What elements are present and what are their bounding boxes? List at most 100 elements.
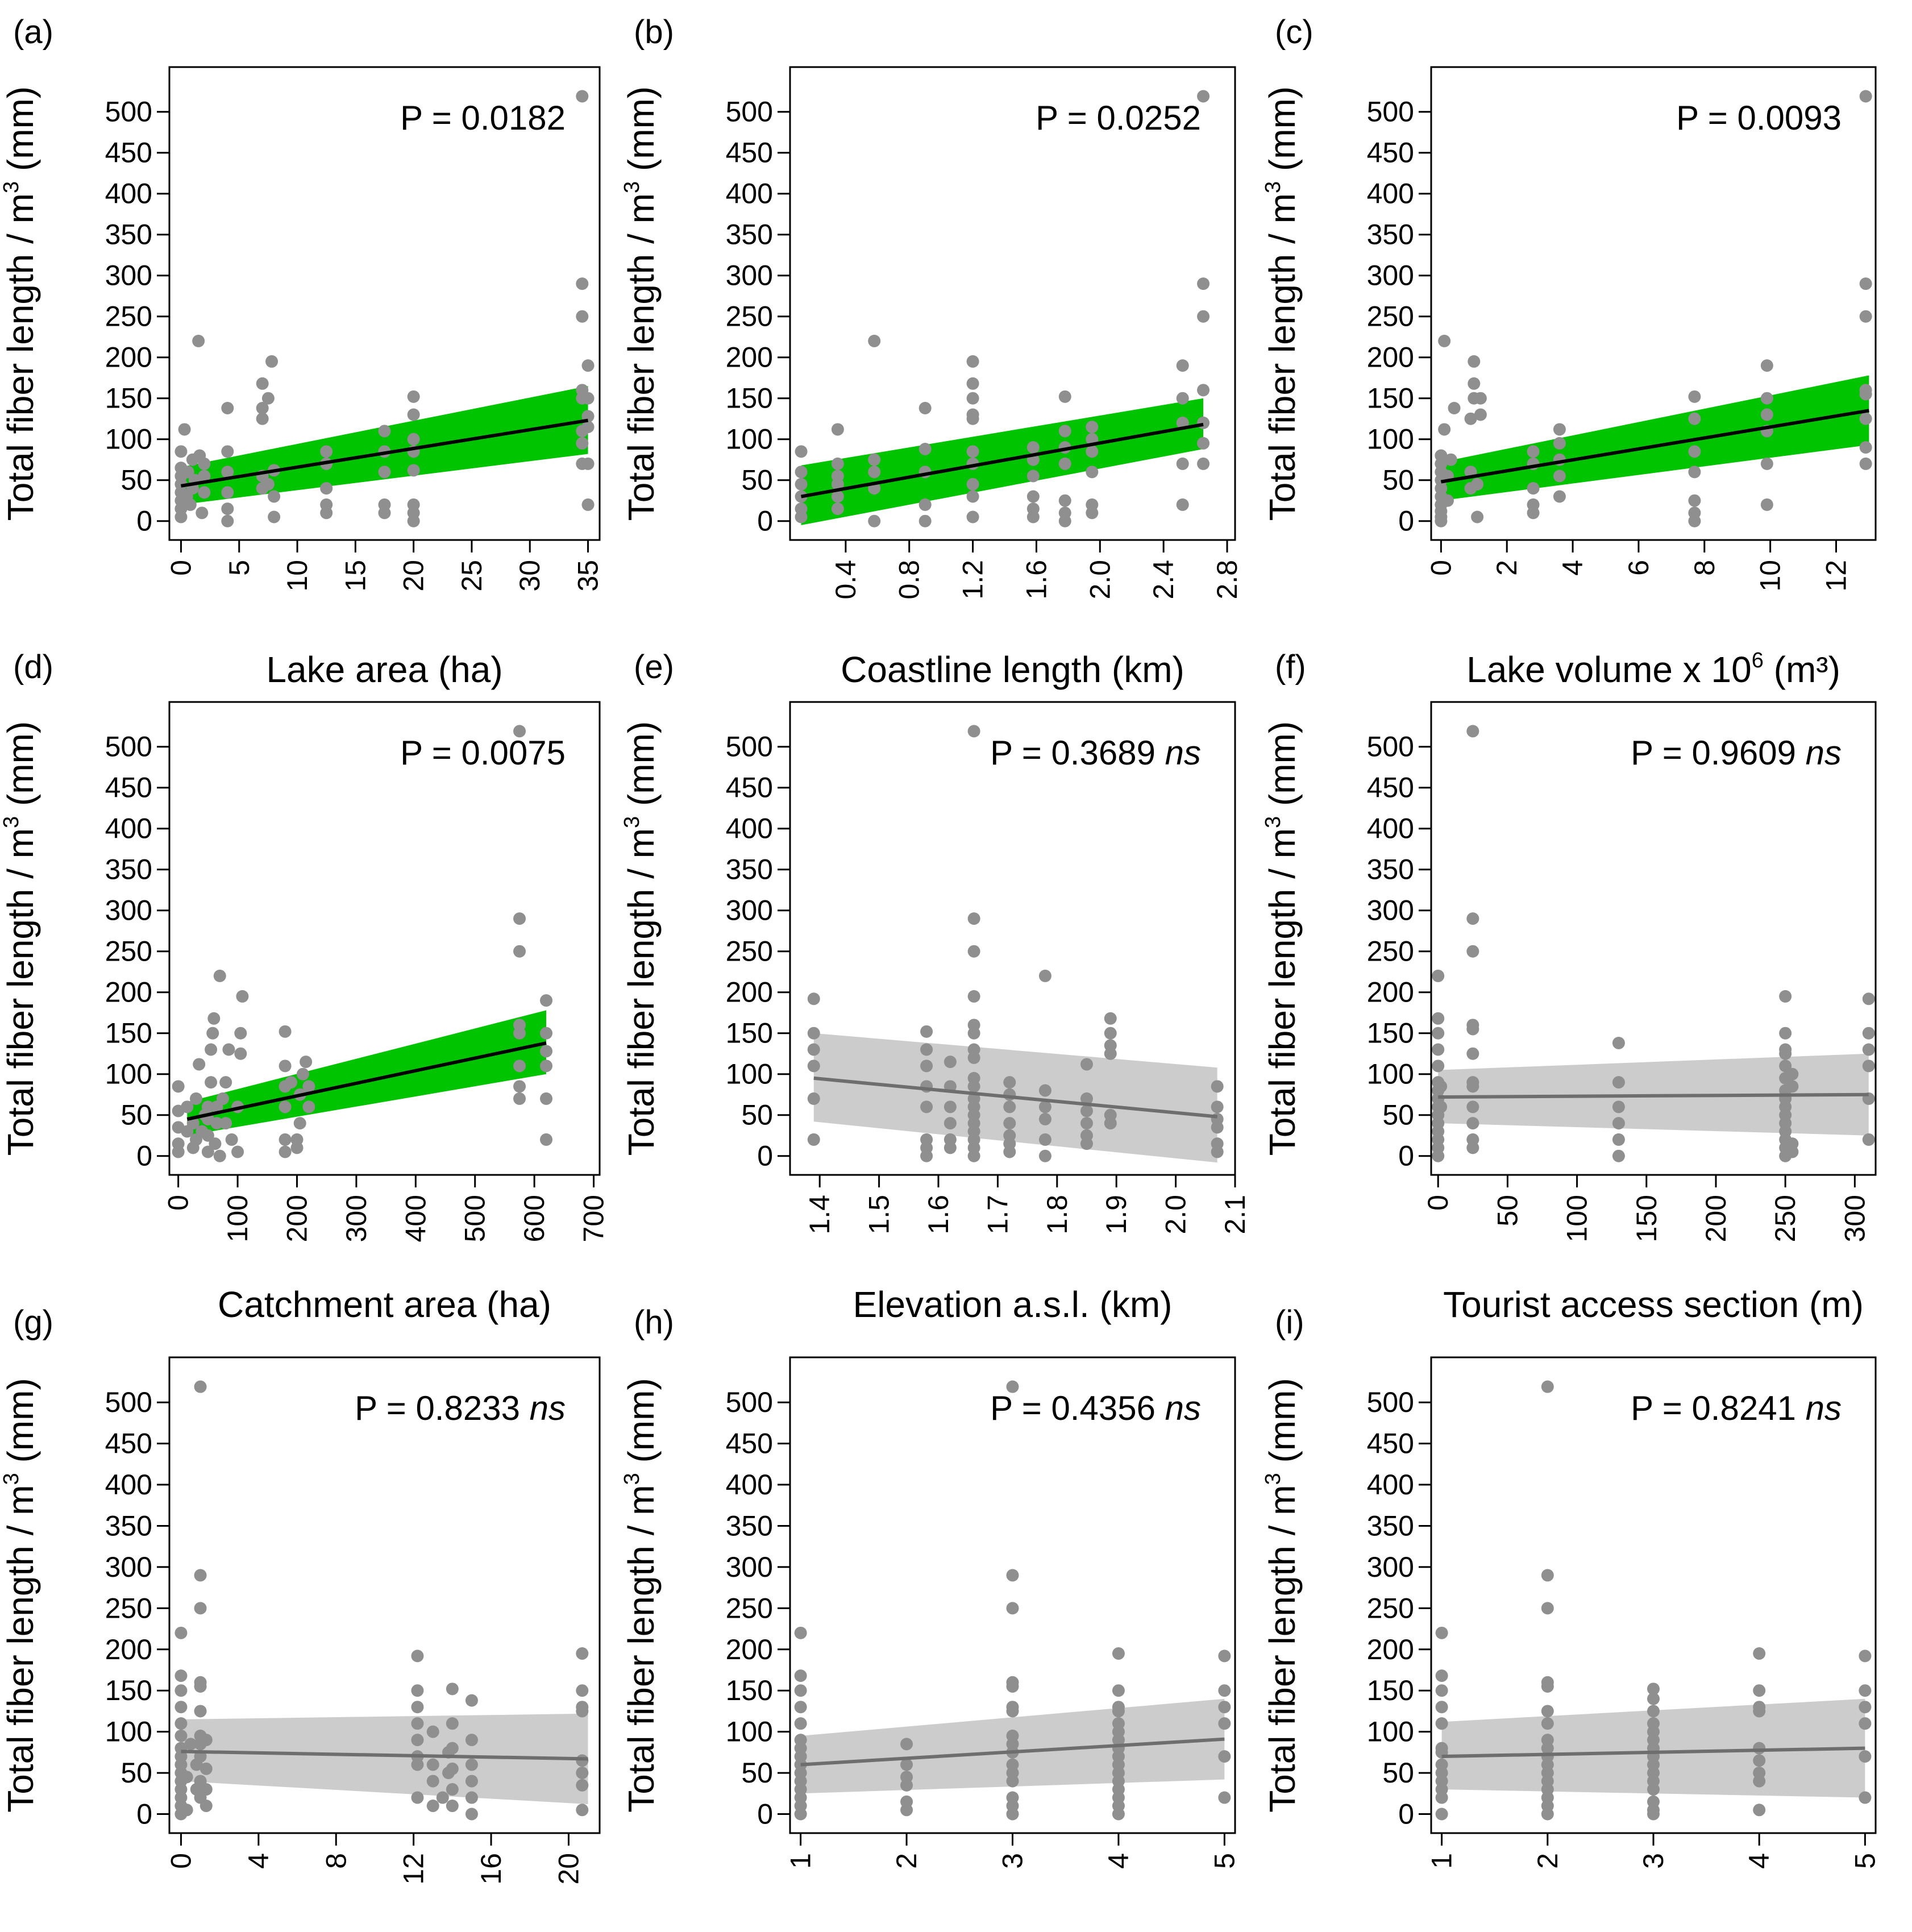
data-point xyxy=(407,408,420,421)
data-point xyxy=(1779,1027,1792,1040)
data-point xyxy=(794,1626,807,1639)
data-point xyxy=(1058,457,1071,470)
data-point xyxy=(198,457,211,470)
y-tick-label: 0 xyxy=(757,1140,773,1172)
x-tick-label: 10 xyxy=(281,560,313,592)
y-tick-label: 500 xyxy=(726,731,773,763)
y-tick-label: 150 xyxy=(105,1675,152,1706)
p-value-text: P = 0.4356 xyxy=(990,1389,1165,1427)
plot-frame xyxy=(789,66,1236,541)
data-point xyxy=(1688,494,1701,507)
x-tick-label: 1.9 xyxy=(1100,1195,1132,1235)
data-point xyxy=(1541,1602,1554,1615)
p-value: P = 0.8233 ns xyxy=(355,1389,566,1427)
y-tick-label: 100 xyxy=(105,423,152,455)
data-point xyxy=(1541,1569,1554,1582)
y-tick-label: 0 xyxy=(757,505,773,537)
data-point xyxy=(831,502,844,516)
data-point xyxy=(966,408,979,421)
data-point xyxy=(581,392,595,405)
y-tick-label: 500 xyxy=(1367,1386,1414,1418)
data-point xyxy=(794,1717,807,1730)
data-point xyxy=(196,506,209,520)
y-tick-label: 400 xyxy=(105,178,152,210)
y-tick-label: 350 xyxy=(726,1510,773,1542)
data-point xyxy=(1527,482,1540,495)
panel-label: (d) xyxy=(13,649,53,685)
data-point xyxy=(174,1684,188,1697)
y-tick-label: 250 xyxy=(105,1592,152,1624)
data-point xyxy=(1468,355,1481,368)
y-axis-title-sup: 3 xyxy=(0,181,23,193)
data-point xyxy=(268,510,281,523)
p-value-text: P = 0.3689 xyxy=(990,734,1165,772)
data-point xyxy=(189,1092,202,1105)
panel-label: (e) xyxy=(634,649,674,685)
y-axis-title-tail: (mm) xyxy=(0,1378,41,1473)
p-value-text: P = 0.0252 xyxy=(1036,99,1201,137)
data-point xyxy=(1753,1767,1766,1780)
data-point xyxy=(967,1071,980,1085)
data-point xyxy=(199,1783,213,1796)
data-point xyxy=(1026,502,1040,516)
y-axis-title-sup: 3 xyxy=(620,1473,644,1485)
data-point xyxy=(1441,494,1454,507)
data-point xyxy=(967,1092,980,1105)
data-point xyxy=(540,1045,553,1058)
data-point xyxy=(868,466,881,479)
x-tick-label: 150 xyxy=(1631,1195,1662,1242)
data-point xyxy=(411,1684,424,1697)
data-point xyxy=(807,1027,820,1040)
x-tick-label: 250 xyxy=(1769,1195,1801,1242)
data-point xyxy=(576,90,589,103)
y-axis-title-sup: 3 xyxy=(1261,181,1285,193)
data-point xyxy=(199,1800,213,1813)
data-point xyxy=(320,445,333,458)
data-point xyxy=(256,377,269,390)
y-axis-title-tail: (mm) xyxy=(1262,86,1303,181)
x-tick-label: 10 xyxy=(1755,560,1786,592)
data-point xyxy=(1612,1117,1625,1130)
data-point xyxy=(1112,1701,1125,1714)
data-point xyxy=(1862,992,1875,1006)
data-point xyxy=(407,433,420,446)
data-point xyxy=(1753,1647,1766,1660)
y-tick-label: 50 xyxy=(741,1099,773,1131)
data-point xyxy=(581,359,595,372)
y-tick-label: 450 xyxy=(726,137,773,169)
data-point xyxy=(831,490,844,503)
p-value: P = 0.8241 ns xyxy=(1631,1389,1842,1427)
data-point xyxy=(1859,384,1872,397)
data-point xyxy=(795,466,808,479)
data-point xyxy=(918,498,932,511)
x-axis-title-main: Lake area (ha) xyxy=(266,649,502,690)
data-point xyxy=(407,464,420,477)
data-point xyxy=(966,510,979,523)
p-value-ns: ns xyxy=(1806,1389,1842,1427)
y-tick-label: 400 xyxy=(726,813,773,845)
data-point xyxy=(576,437,589,450)
data-point xyxy=(1466,1047,1479,1060)
p-value-text: P = 0.0093 xyxy=(1676,99,1842,137)
data-point xyxy=(213,969,226,982)
x-tick-label: 0 xyxy=(165,1853,197,1869)
data-point xyxy=(207,1012,221,1025)
regression-line xyxy=(180,418,589,488)
x-tick-label: 300 xyxy=(1839,1195,1871,1242)
data-point xyxy=(1779,1043,1792,1056)
data-point xyxy=(465,1758,478,1771)
data-point xyxy=(1080,1092,1093,1105)
data-point xyxy=(1003,1117,1016,1130)
data-point xyxy=(1859,310,1872,323)
x-tick-label: 3 xyxy=(997,1853,1029,1869)
data-point xyxy=(1026,470,1040,483)
y-tick-label: 100 xyxy=(726,1716,773,1748)
data-point xyxy=(411,1650,424,1663)
data-point xyxy=(920,1133,933,1146)
data-point xyxy=(1553,490,1566,503)
data-point xyxy=(1218,1717,1231,1730)
x-tick-label: 2.4 xyxy=(1148,560,1179,600)
y-tick-label: 350 xyxy=(726,219,773,251)
data-point xyxy=(967,1043,980,1056)
data-point xyxy=(1435,1717,1448,1730)
